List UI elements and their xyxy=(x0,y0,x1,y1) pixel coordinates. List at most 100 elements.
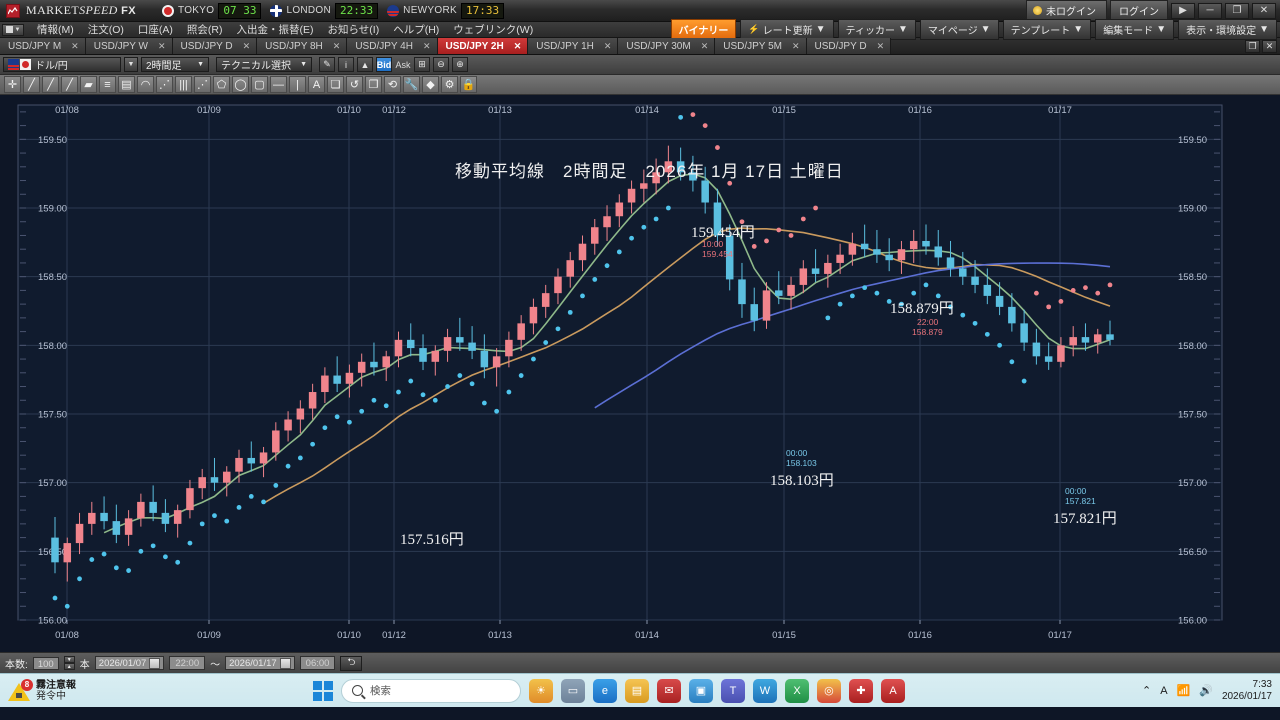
calendar-icon[interactable] xyxy=(279,657,291,669)
close-icon[interactable]: ✕ xyxy=(71,40,79,51)
end-date-input[interactable]: 2026/01/17 xyxy=(225,656,295,670)
stepper-up-icon[interactable]: ▲ xyxy=(63,663,75,670)
grid-lines-icon[interactable]: ▤ xyxy=(118,76,135,93)
eraser-icon[interactable]: ◆ xyxy=(422,76,439,93)
tab-usdjpy-2h[interactable]: USD/JPY 2H ✕ xyxy=(437,38,529,54)
mountain-icon[interactable]: ▲ xyxy=(357,57,373,72)
pentagon-icon[interactable]: ⬠ xyxy=(213,76,230,93)
wrench-icon[interactable]: 🔧 xyxy=(403,76,420,93)
reset-icon[interactable]: ⟲ xyxy=(384,76,401,93)
menu-item-notice[interactable]: お知らせ(I) xyxy=(327,24,380,36)
tab-usdjpy-m[interactable]: USD/JPY M ✕ xyxy=(0,38,86,54)
app-menu-icon[interactable]: ▼ xyxy=(2,23,24,36)
vertical-line-icon[interactable]: | xyxy=(289,76,306,93)
menu-item-inquiry[interactable]: 照会(R) xyxy=(186,24,223,36)
widgets-icon[interactable]: ☀ xyxy=(528,678,553,703)
tab-usdjpy-30m[interactable]: USD/JPY 30M ✕ xyxy=(618,38,716,54)
text-icon[interactable]: A xyxy=(308,76,325,93)
close-icon[interactable]: ✕ xyxy=(513,40,522,51)
trendline-2-icon[interactable]: ╱ xyxy=(42,76,59,93)
edit-mode-button[interactable]: 編集モード ▼ xyxy=(1095,19,1175,40)
close-icon[interactable]: ✕ xyxy=(791,40,800,51)
trendline-1-icon[interactable]: ╱ xyxy=(23,76,40,93)
technical-selector[interactable]: テクニカル選択 ▼ xyxy=(216,57,312,72)
fibo-arc-icon[interactable]: ◠ xyxy=(137,76,154,93)
ruler-icon[interactable]: ▰ xyxy=(80,76,97,93)
rate-update-button[interactable]: ⚡ レート更新 ▼ xyxy=(740,19,834,40)
menu-item-help[interactable]: ヘルプ(H) xyxy=(393,24,440,36)
file-explorer-icon[interactable]: ▤ xyxy=(624,678,649,703)
tab-usdjpy-8h[interactable]: USD/JPY 8H ✕ xyxy=(257,38,348,54)
bid-toggle-button[interactable]: Bid xyxy=(376,57,392,72)
symbol-selector[interactable]: ドル/円 xyxy=(3,57,121,72)
display-settings-button[interactable]: 表示・環境設定 ▼ xyxy=(1178,19,1277,40)
horizontal-line-icon[interactable]: — xyxy=(270,76,287,93)
edge-icon[interactable]: e xyxy=(592,678,617,703)
zoom-out-icon[interactable]: ⊖ xyxy=(433,57,449,72)
close-icon[interactable]: ✕ xyxy=(603,40,612,51)
menu-item-account[interactable]: 口座(A) xyxy=(137,24,173,36)
crosshair-tool-icon[interactable]: ✛ xyxy=(4,76,21,93)
weather-widget[interactable]: 8 霧注意報 発令中 xyxy=(8,678,76,702)
close-icon[interactable]: ✕ xyxy=(242,40,251,51)
fibo-time-icon[interactable]: ||| xyxy=(175,76,192,93)
menu-item-info[interactable]: 情報(M) xyxy=(37,24,74,36)
chrome-icon[interactable]: ◎ xyxy=(816,678,841,703)
acrobat-icon[interactable]: A xyxy=(880,678,905,703)
start-date-input[interactable]: 2026/01/07 xyxy=(94,656,165,670)
reload-icon[interactable]: ⮌ xyxy=(340,655,363,671)
menu-item-weblink[interactable]: ウェブリンク(W) xyxy=(453,24,534,36)
mail-icon[interactable]: ✉ xyxy=(656,678,681,703)
teams-icon[interactable]: T xyxy=(720,678,745,703)
start-icon[interactable] xyxy=(312,680,333,701)
tab-usdjpy-5m[interactable]: USD/JPY 5M ✕ xyxy=(715,38,807,54)
stamp-icon[interactable]: ❏ xyxy=(327,76,344,93)
settings-icon[interactable]: ⚙ xyxy=(441,76,458,93)
menu-item-order[interactable]: 注文(O) xyxy=(87,24,124,36)
tab-usdjpy-w[interactable]: USD/JPY W ✕ xyxy=(85,38,173,54)
stepper-down-icon[interactable]: ▼ xyxy=(63,656,75,663)
tab-usdjpy-d[interactable]: USD/JPY D ✕ xyxy=(172,38,258,54)
timeframe-selector[interactable]: 2時間足 ▼ xyxy=(141,57,209,72)
minimize-button[interactable]: ─ xyxy=(1198,2,1222,19)
ellipse-icon[interactable]: ◯ xyxy=(232,76,249,93)
lock-icon[interactable]: 🔒 xyxy=(460,76,477,93)
fibo-fan-icon[interactable]: ⋰ xyxy=(156,76,173,93)
restore-all-button[interactable]: ❐ xyxy=(1245,39,1260,53)
mypage-button[interactable]: マイページ ▼ xyxy=(919,19,999,40)
close-icon[interactable]: ✕ xyxy=(876,40,885,51)
volume-icon[interactable]: 🔊 xyxy=(1199,685,1213,697)
chart-canvas[interactable]: 移動平均線 2時間足 2026年 1月 17日 土曜日 159.50 159.50… xyxy=(0,95,1280,652)
horizontal-lines-icon[interactable]: ≡ xyxy=(99,76,116,93)
close-icon[interactable]: ✕ xyxy=(422,40,431,51)
zoom-in-icon[interactable]: ⊕ xyxy=(452,57,468,72)
login-button[interactable]: ログイン xyxy=(1110,0,1168,21)
excel-icon[interactable]: X xyxy=(784,678,809,703)
close-all-button[interactable]: ✕ xyxy=(1262,39,1277,53)
copy-icon[interactable]: ❐ xyxy=(365,76,382,93)
tab-usdjpy-4h[interactable]: USD/JPY 4H ✕ xyxy=(347,38,438,54)
word-icon[interactable]: W xyxy=(752,678,777,703)
tray-clock[interactable]: 7:33 2026/01/17 xyxy=(1222,679,1272,703)
crosshair-icon[interactable]: ⊞ xyxy=(414,57,430,72)
security-icon[interactable]: ✚ xyxy=(848,678,873,703)
restore-button[interactable]: ❐ xyxy=(1225,2,1249,19)
ime-icon[interactable]: A xyxy=(1160,684,1168,697)
tab-usdjpy-d2[interactable]: USD/JPY D ✕ xyxy=(806,38,892,54)
close-icon[interactable]: ✕ xyxy=(700,40,709,51)
end-time-input[interactable]: 06:00 xyxy=(299,656,336,670)
tray-chevron-icon[interactable]: ⌃ xyxy=(1141,685,1152,697)
search-input[interactable]: 検索 xyxy=(340,678,521,703)
undo-icon[interactable]: ↺ xyxy=(346,76,363,93)
info-icon[interactable]: i xyxy=(338,57,354,72)
symbol-dropdown-icon[interactable]: ▼ xyxy=(124,57,138,72)
pencil-icon[interactable]: ✎ xyxy=(319,57,335,72)
close-icon[interactable]: ✕ xyxy=(332,40,341,51)
calendar-icon[interactable] xyxy=(149,657,161,669)
close-button[interactable]: ✕ xyxy=(1252,2,1276,19)
binary-button[interactable]: バイナリー xyxy=(670,19,737,40)
tab-usdjpy-1h[interactable]: USD/JPY 1H ✕ xyxy=(528,38,619,54)
bar-count-stepper[interactable]: ▼ ▲ xyxy=(63,656,75,670)
trendline-3-icon[interactable]: ╱ xyxy=(61,76,78,93)
rectangle-icon[interactable]: ▢ xyxy=(251,76,268,93)
